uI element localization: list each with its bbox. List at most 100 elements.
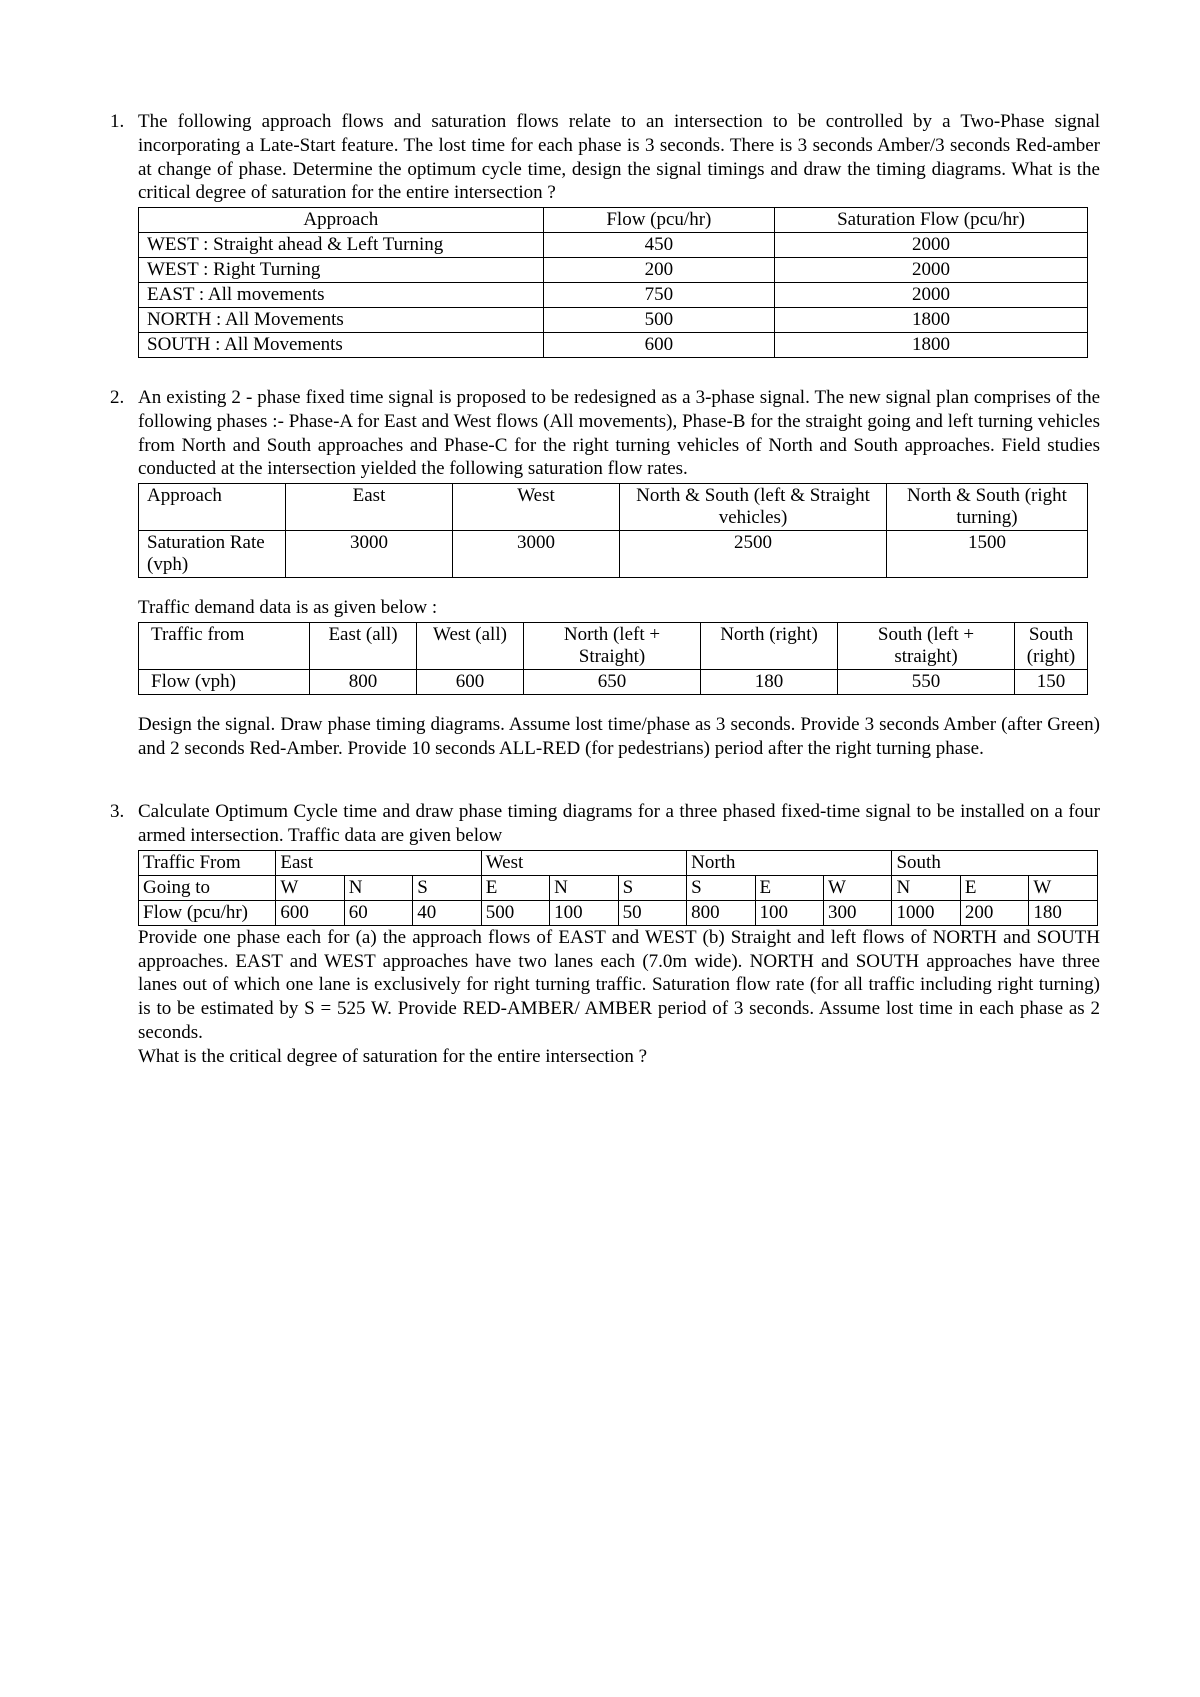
table-cell: 200 (960, 900, 1028, 925)
problem-3-text: 3. Calculate Optimum Cycle time and draw… (110, 800, 1100, 848)
table-cell: East (276, 850, 481, 875)
table-cell: 3000 (286, 531, 453, 578)
table-cell: South (892, 850, 1098, 875)
table-header: East (286, 484, 453, 531)
problem-3-table: Traffic From East West North South Going… (138, 850, 1098, 926)
table-row: WEST : Straight ahead & Left Turning 450… (139, 233, 1088, 258)
table-row: Traffic from East (all) West (all) North… (139, 622, 1088, 669)
table-cell: 300 (824, 900, 892, 925)
table-header: East (all) (310, 622, 417, 669)
table-header: Approach (139, 208, 544, 233)
table-cell: 500 (543, 308, 774, 333)
table-cell: SOUTH : All Movements (139, 333, 544, 358)
problem-2: 2. An existing 2 - phase fixed time sign… (110, 386, 1100, 760)
table-row: Approach East West North & South (left &… (139, 484, 1088, 531)
table-cell: S (413, 875, 481, 900)
table-cell: W (1029, 875, 1098, 900)
problem-3: 3. Calculate Optimum Cycle time and draw… (110, 800, 1100, 1068)
table-cell: 1800 (775, 308, 1088, 333)
table-cell: 180 (1029, 900, 1098, 925)
table-row: Traffic From East West North South (139, 850, 1098, 875)
table-row: Saturation Rate (vph) 3000 3000 2500 150… (139, 531, 1088, 578)
table-cell: 2000 (775, 258, 1088, 283)
table-cell: 100 (755, 900, 823, 925)
table-cell: 750 (543, 283, 774, 308)
table-cell: Saturation Rate (vph) (139, 531, 286, 578)
table-cell: S (618, 875, 686, 900)
table-cell: 1500 (887, 531, 1088, 578)
table-cell: WEST : Straight ahead & Left Turning (139, 233, 544, 258)
table-cell: E (481, 875, 549, 900)
table-cell: 500 (481, 900, 549, 925)
table-cell: 2000 (775, 233, 1088, 258)
table-cell: W (824, 875, 892, 900)
problem-1-body: The following approach flows and saturat… (138, 110, 1100, 205)
table-row: EAST : All movements 750 2000 (139, 283, 1088, 308)
table-header: Flow (pcu/hr) (543, 208, 774, 233)
table-cell: S (687, 875, 755, 900)
problem-2-text: 2. An existing 2 - phase fixed time sign… (110, 386, 1100, 481)
table-cell: 600 (543, 333, 774, 358)
table-cell: 200 (543, 258, 774, 283)
table-header: West (453, 484, 620, 531)
table-cell: Traffic From (139, 850, 276, 875)
table-cell: 550 (838, 669, 1015, 694)
table-cell: West (481, 850, 686, 875)
table-header: Traffic from (139, 622, 310, 669)
table-header: Saturation Flow (pcu/hr) (775, 208, 1088, 233)
table-cell: 40 (413, 900, 481, 925)
problem-1-number: 1. (110, 110, 138, 205)
table-cell: 100 (550, 900, 618, 925)
table-cell: EAST : All movements (139, 283, 544, 308)
table-cell: E (755, 875, 823, 900)
table-cell: 2000 (775, 283, 1088, 308)
table-cell: 450 (543, 233, 774, 258)
table-row: SOUTH : All Movements 600 1800 (139, 333, 1088, 358)
table-cell: 180 (701, 669, 838, 694)
table-row: WEST : Right Turning 200 2000 (139, 258, 1088, 283)
table-row: Flow (pcu/hr) 600 60 40 500 100 50 800 1… (139, 900, 1098, 925)
table-cell: WEST : Right Turning (139, 258, 544, 283)
problem-2-body: An existing 2 - phase fixed time signal … (138, 386, 1100, 481)
table-cell: 1000 (892, 900, 960, 925)
table-cell: 3000 (453, 531, 620, 578)
table-cell: Flow (pcu/hr) (139, 900, 276, 925)
problem-2-number: 2. (110, 386, 138, 481)
table-cell: 60 (344, 900, 412, 925)
table-cell: W (276, 875, 344, 900)
table-cell: N (344, 875, 412, 900)
table-row: Flow (vph) 800 600 650 180 550 150 (139, 669, 1088, 694)
table-header: North & South (right turning) (887, 484, 1088, 531)
problem-3-final: What is the critical degree of saturatio… (138, 1045, 1100, 1069)
table-header: North (right) (701, 622, 838, 669)
table-cell: 800 (687, 900, 755, 925)
table-cell: NORTH : All Movements (139, 308, 544, 333)
problem-1-text: 1. The following approach flows and satu… (110, 110, 1100, 205)
table-header: South (right) (1015, 622, 1088, 669)
table-header: North & South (left & Straight vehicles) (620, 484, 887, 531)
problem-3-trailtext: Provide one phase each for (a) the appro… (138, 926, 1100, 1045)
table-cell: 600 (417, 669, 524, 694)
table-cell: Flow (vph) (139, 669, 310, 694)
problem-2-midtext: Traffic demand data is as given below : (138, 596, 1100, 620)
problem-2-demand-table: Traffic from East (all) West (all) North… (138, 622, 1088, 695)
problem-1-table: Approach Flow (pcu/hr) Saturation Flow (… (138, 207, 1088, 358)
table-cell: 600 (276, 900, 344, 925)
table-header: South (left + straight) (838, 622, 1015, 669)
table-cell: E (960, 875, 1028, 900)
table-cell: N (550, 875, 618, 900)
table-header: Approach (139, 484, 286, 531)
problem-3-number: 3. (110, 800, 138, 848)
table-header: West (all) (417, 622, 524, 669)
table-cell: 650 (524, 669, 701, 694)
problem-2-saturation-table: Approach East West North & South (left &… (138, 483, 1088, 578)
problem-2-trailtext: Design the signal. Draw phase timing dia… (138, 713, 1100, 761)
table-cell: 150 (1015, 669, 1088, 694)
table-cell: N (892, 875, 960, 900)
table-header: North (left + Straight) (524, 622, 701, 669)
table-row: NORTH : All Movements 500 1800 (139, 308, 1088, 333)
table-cell: Going to (139, 875, 276, 900)
problem-3-body: Calculate Optimum Cycle time and draw ph… (138, 800, 1100, 848)
table-cell: 50 (618, 900, 686, 925)
table-cell: 1800 (775, 333, 1088, 358)
